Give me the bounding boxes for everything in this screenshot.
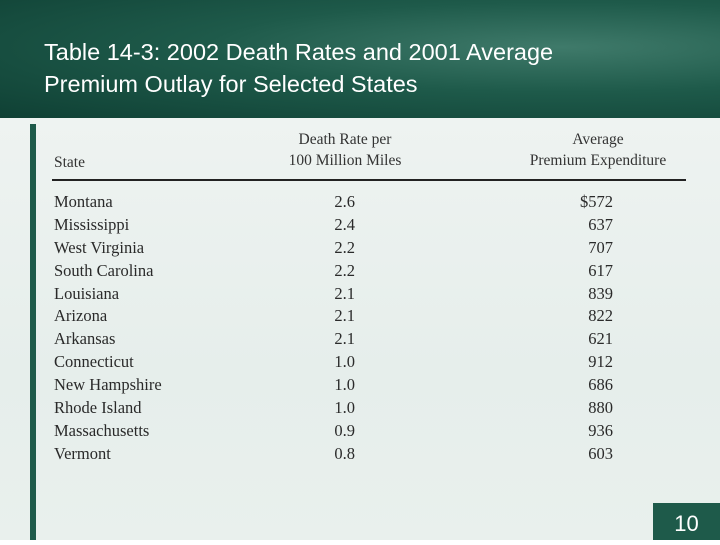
death-rate-cell: 2.6: [334, 192, 355, 211]
table-row: Vermont 0.8 603: [0, 443, 720, 466]
table-row: Rhode Island 1.0 880: [0, 397, 720, 420]
state-cell: Montana: [54, 192, 113, 211]
premium-cell: $572: [580, 192, 613, 211]
premium-cell: 839: [588, 283, 613, 303]
premium-cell: 621: [588, 329, 613, 349]
column-header-death-rate-line1: Death Rate per: [298, 131, 392, 148]
death-rate-cell: 2.1: [334, 329, 355, 349]
column-header-death-rate: Death Rate per 100 Million Miles: [270, 129, 420, 171]
column-header-premium: Average Premium Expenditure: [500, 129, 696, 171]
table-row: Massachusetts 0.9 936: [0, 420, 720, 443]
death-rate-cell: 2.1: [334, 306, 355, 326]
state-cell: Louisiana: [54, 283, 120, 303]
state-cell: Arkansas: [54, 329, 116, 349]
premium-cell: 707: [588, 237, 613, 257]
slide-title-line2: Premium Outlay for Selected States: [44, 71, 418, 97]
column-header-death-rate-line2: 100 Million Miles: [288, 152, 402, 169]
death-rate-cell: 2.1: [334, 283, 355, 303]
data-table: State Death Rate per 100 Million Miles A…: [0, 118, 720, 478]
state-cell: Rhode Island: [54, 398, 142, 418]
table-row: Connecticut 1.0 912: [0, 351, 720, 374]
state-cell: West Virginia: [54, 237, 145, 257]
death-rate-cell: 1.0: [334, 375, 355, 395]
column-header-premium-line1: Average: [572, 131, 624, 148]
state-cell: Massachusetts: [54, 420, 150, 440]
death-rate-cell: 1.0: [334, 398, 355, 418]
table-row: West Virginia 2.2 707: [0, 237, 720, 260]
death-rate-cell: 1.0: [334, 352, 355, 372]
premium-cell: 617: [588, 260, 613, 280]
table-row: Louisiana 2.1 839: [0, 283, 720, 306]
state-cell: Arizona: [54, 306, 108, 326]
table-row: Mississippi 2.4 637: [0, 214, 720, 237]
premium-cell: 936: [588, 420, 613, 440]
slide-title: Table 14-3: 2002 Death Rates and 2001 Av…: [44, 36, 704, 100]
death-rate-cell: 0.8: [334, 443, 355, 463]
state-cell: South Carolina: [54, 260, 154, 280]
table-row: Montana 2.6 $572: [0, 191, 720, 214]
premium-cell: 603: [588, 443, 613, 463]
state-cell: New Hampshire: [54, 375, 162, 395]
table-row: New Hampshire 1.0 686: [0, 374, 720, 397]
state-cell: Connecticut: [54, 352, 134, 372]
state-cell: Mississippi: [54, 214, 130, 234]
slide-header: Table 14-3: 2002 Death Rates and 2001 Av…: [0, 0, 720, 118]
table-row: Arizona 2.1 822: [0, 305, 720, 328]
table-row: South Carolina 2.2 617: [0, 260, 720, 283]
premium-cell: 822: [588, 306, 613, 326]
death-rate-cell: 0.9: [334, 420, 355, 440]
left-accent-bar: [30, 124, 36, 540]
death-rate-cell: 2.2: [334, 260, 355, 280]
column-header-state: State: [54, 154, 85, 171]
header-divider: [52, 179, 686, 181]
death-rate-cell: 2.4: [334, 214, 355, 234]
slide-number: 10: [653, 503, 720, 540]
column-header-premium-line2: Premium Expenditure: [529, 152, 667, 169]
death-rate-cell: 2.2: [334, 237, 355, 257]
premium-cell: 686: [588, 375, 613, 395]
table-row: Arkansas 2.1 621: [0, 328, 720, 351]
premium-cell: 637: [588, 214, 613, 234]
slide-content: [0, 118, 720, 540]
table-body: Montana 2.6 $572 Mississippi 2.4 637 West Vi…: [0, 191, 720, 466]
state-cell: Vermont: [54, 443, 111, 463]
premium-cell: 912: [588, 352, 613, 372]
premium-cell: 880: [588, 398, 613, 418]
slide-title-line1: Table 14-3: 2002 Death Rates and 2001 Av…: [44, 39, 554, 65]
